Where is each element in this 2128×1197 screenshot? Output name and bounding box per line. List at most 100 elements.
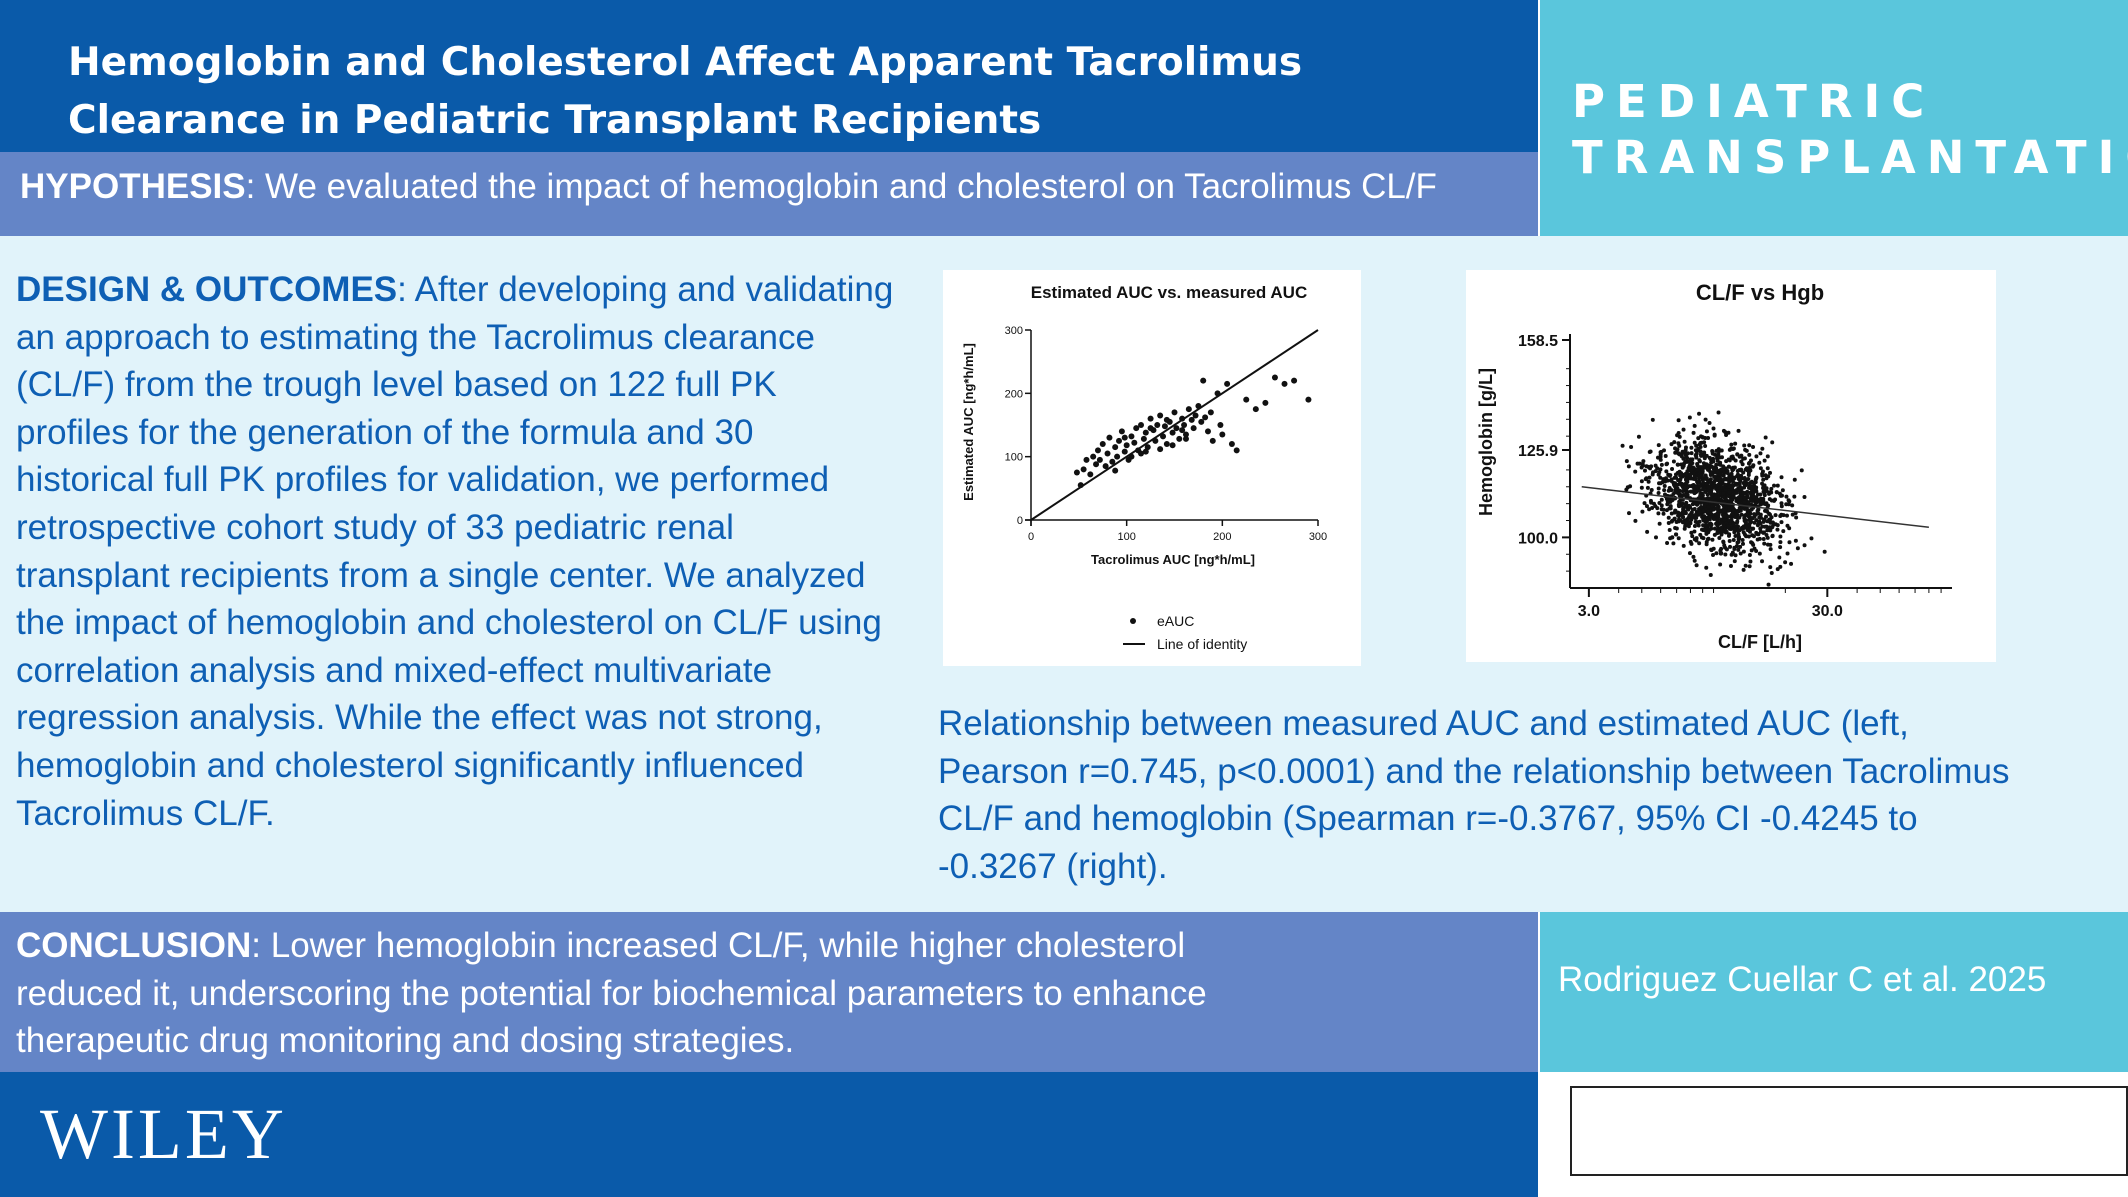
data-point xyxy=(1736,428,1741,433)
data-point xyxy=(1633,518,1638,523)
data-point xyxy=(1163,416,1170,423)
data-point xyxy=(1742,532,1747,537)
y-axis-label: Hemoglobin [g/L] xyxy=(1476,368,1496,516)
data-point xyxy=(1305,396,1312,403)
data-point xyxy=(1656,491,1661,496)
data-point xyxy=(1761,489,1766,494)
data-point xyxy=(1747,552,1752,557)
data-point xyxy=(1732,545,1737,550)
data-point xyxy=(1182,431,1189,438)
data-point xyxy=(1154,422,1161,428)
data-point xyxy=(1750,485,1755,490)
data-point xyxy=(1733,441,1738,446)
data-point xyxy=(1682,439,1687,444)
data-point xyxy=(1195,403,1202,409)
design-body: : After developing and validating an app… xyxy=(16,270,894,833)
data-point xyxy=(1792,494,1797,499)
data-point xyxy=(1754,548,1759,553)
data-point xyxy=(1691,483,1696,488)
data-point xyxy=(1778,534,1783,539)
data-point xyxy=(1730,511,1735,516)
data-point xyxy=(1659,449,1664,454)
data-point xyxy=(1163,441,1170,447)
data-point xyxy=(1697,541,1702,546)
data-point xyxy=(1729,471,1734,476)
data-point xyxy=(1738,506,1743,511)
data-point xyxy=(1133,425,1140,432)
data-point xyxy=(1741,456,1746,461)
data-point xyxy=(1647,507,1652,512)
data-point xyxy=(1760,559,1765,564)
data-point xyxy=(1758,466,1763,471)
data-point xyxy=(1770,533,1775,538)
data-point xyxy=(1802,495,1807,500)
data-point xyxy=(1767,512,1772,517)
data-point xyxy=(1190,425,1197,432)
data-point xyxy=(1702,451,1707,456)
data-point xyxy=(1706,488,1711,493)
data-point xyxy=(1700,515,1705,520)
data-point xyxy=(1188,416,1195,423)
data-point xyxy=(1784,494,1789,499)
data-point xyxy=(1758,513,1763,518)
data-point xyxy=(1714,448,1719,453)
data-point xyxy=(1702,440,1707,445)
data-point xyxy=(1733,534,1738,539)
trend-line xyxy=(1581,486,1929,529)
hypothesis-label: HYPOTHESIS xyxy=(20,167,246,206)
data-point xyxy=(1750,541,1755,546)
data-point xyxy=(1688,539,1693,544)
data-point xyxy=(1749,548,1754,553)
data-point xyxy=(1696,523,1701,528)
data-point xyxy=(1704,565,1709,570)
data-point xyxy=(1667,528,1672,533)
data-point xyxy=(1733,515,1738,520)
data-point xyxy=(1700,468,1705,473)
data-point xyxy=(1731,522,1736,527)
data-point xyxy=(1687,503,1692,508)
data-point xyxy=(1681,427,1686,432)
data-point xyxy=(1704,531,1709,536)
data-point xyxy=(1692,529,1697,534)
data-point xyxy=(1704,539,1709,544)
data-point xyxy=(1160,433,1167,440)
legend-marker-eauc xyxy=(1130,618,1136,624)
data-point xyxy=(1138,422,1145,428)
data-point xyxy=(1658,457,1663,462)
data-point xyxy=(1642,501,1647,506)
publisher-logo: WILEY xyxy=(40,1094,287,1174)
data-point xyxy=(1760,481,1765,486)
data-point xyxy=(1228,441,1235,447)
data-point xyxy=(1756,507,1761,512)
data-point xyxy=(1661,477,1666,482)
data-point xyxy=(1671,459,1676,464)
data-point xyxy=(1073,469,1080,476)
data-point xyxy=(1633,469,1638,474)
data-point xyxy=(1778,545,1783,550)
data-point xyxy=(1664,469,1669,474)
data-point xyxy=(1723,488,1728,493)
data-point xyxy=(1698,509,1703,514)
header-bar xyxy=(0,0,1538,152)
data-point xyxy=(1694,538,1699,543)
data-point xyxy=(1665,541,1670,546)
data-point xyxy=(1620,443,1625,448)
data-point xyxy=(1670,467,1675,472)
data-point xyxy=(1751,445,1756,450)
chart-title: Estimated AUC vs. measured AUC xyxy=(1031,283,1308,302)
data-point xyxy=(1209,437,1216,444)
data-point xyxy=(1786,502,1791,507)
data-point xyxy=(1745,528,1750,533)
data-point xyxy=(1739,453,1744,458)
data-point xyxy=(1746,534,1751,539)
data-point xyxy=(1662,488,1667,493)
data-point xyxy=(1763,473,1768,478)
data-point xyxy=(1738,486,1743,491)
data-point xyxy=(1676,451,1681,456)
data-point xyxy=(1198,418,1205,425)
data-point xyxy=(1708,515,1713,520)
data-point xyxy=(1741,490,1746,495)
data-point xyxy=(1721,464,1726,469)
data-point xyxy=(1762,517,1767,522)
data-point xyxy=(1752,512,1757,517)
